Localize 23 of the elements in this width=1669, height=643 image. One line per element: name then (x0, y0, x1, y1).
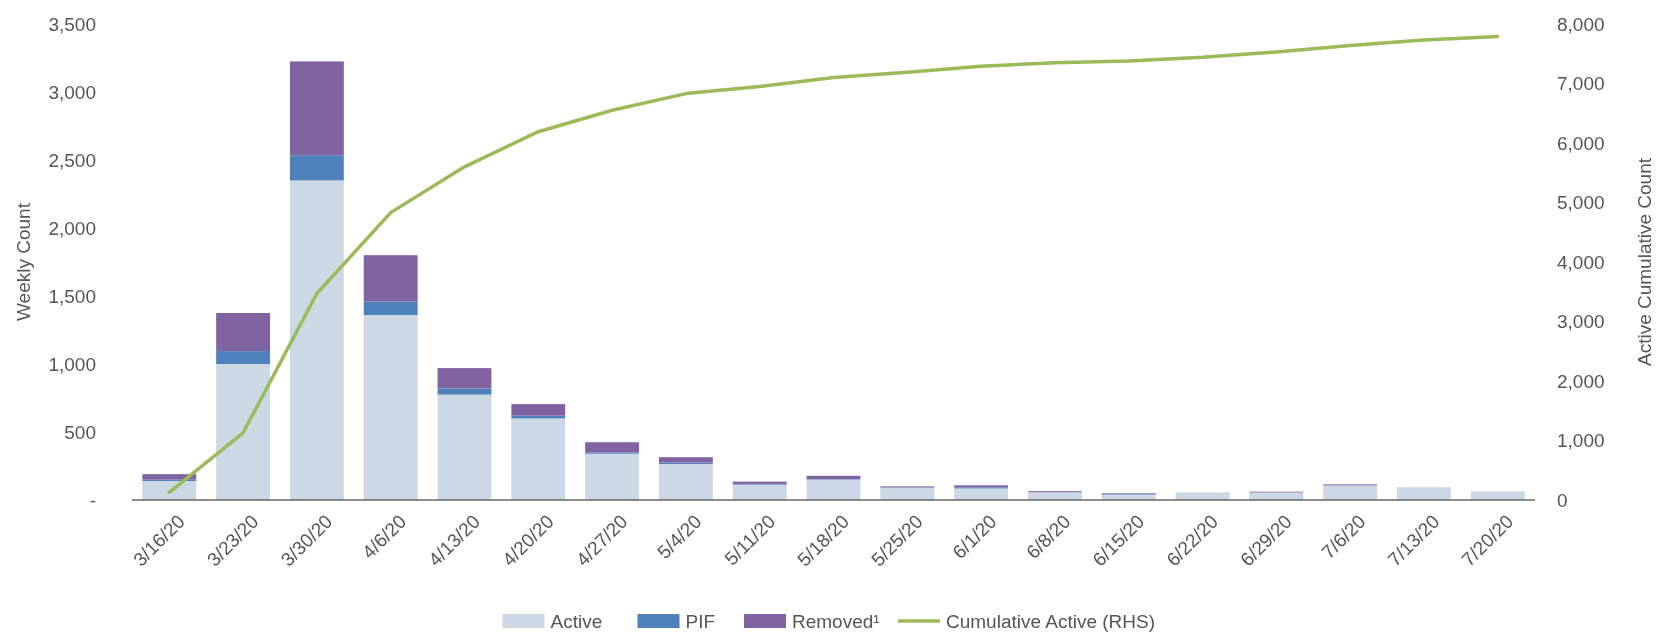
y-tick-label: 1,500 (48, 285, 96, 307)
y2-tick-label: 4,000 (1557, 251, 1605, 273)
y-tick-label: 1,000 (48, 353, 96, 375)
y-tick-label: 2,500 (48, 149, 96, 171)
y-axis-title: Weekly Count (13, 202, 34, 321)
y2-tick-label: 7,000 (1557, 73, 1605, 95)
y2-tick-label: 2,000 (1557, 370, 1605, 392)
y-tick-label: - (89, 489, 96, 511)
y2-tick-label: 3,000 (1557, 311, 1605, 333)
legend-label: PIF (685, 610, 716, 632)
y-tick-label: 3,000 (48, 81, 96, 103)
legend-label: Cumulative Active (RHS) (946, 610, 1156, 632)
y-tick-label: 3,500 (48, 13, 96, 35)
y2-tick-label: 8,000 (1557, 13, 1605, 35)
legend-label: Removed¹ (792, 610, 880, 632)
y2-tick-label: 5,000 (1557, 192, 1605, 214)
y2-tick-label: 6,000 (1557, 132, 1605, 154)
legend-label: Active (550, 610, 603, 632)
y2-tick-label: 0 (1557, 489, 1568, 511)
y-tick-label: 500 (64, 421, 96, 443)
y2-axis-title: Active Cumulative Count (1634, 157, 1655, 367)
y2-tick-label: 1,000 (1557, 430, 1605, 452)
y-tick-label: 2,000 (48, 217, 96, 239)
